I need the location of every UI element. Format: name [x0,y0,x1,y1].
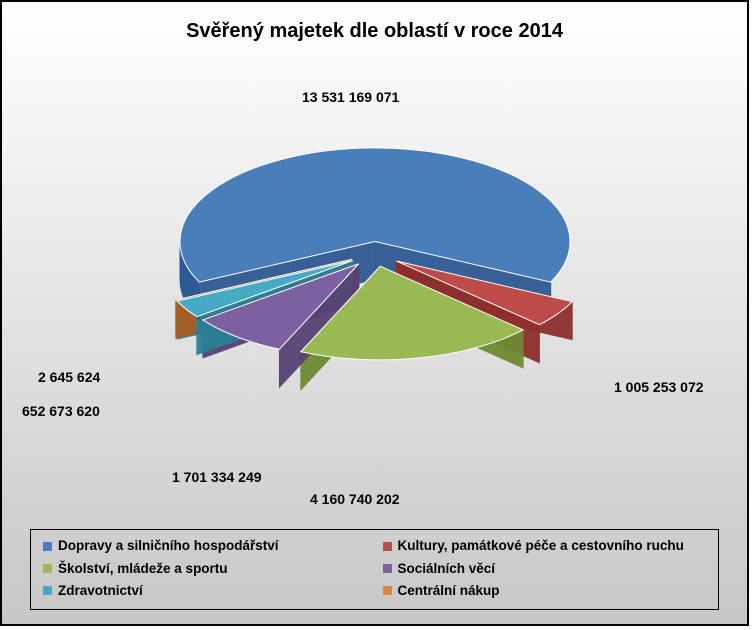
slice-value-label: 4 160 740 202 [310,491,400,507]
legend-swatch [383,564,392,573]
legend-label: Centrální nákup [398,583,500,599]
chart-container: Svěřený majetek dle oblastí v roce 2014 … [0,0,749,626]
legend-item: Dopravy a silničního hospodářství [43,538,367,554]
slice-value-label: 13 531 169 071 [302,89,399,105]
legend-label: Sociálních věcí [398,561,496,577]
legend-item: Školství, mládeže a sportu [43,561,367,577]
legend-swatch [43,564,52,573]
pie-3d-svg [95,59,655,499]
legend-swatch [43,586,52,595]
legend-label: Dopravy a silničního hospodářství [58,538,279,554]
slice-value-label: 1 005 253 072 [614,379,704,395]
legend-swatch [383,586,392,595]
chart-title: Svěřený majetek dle oblastí v roce 2014 [2,2,747,49]
pie-area: 13 531 169 071 1 005 253 072 4 160 740 202… [2,49,747,529]
legend-label: Školství, mládeže a sportu [58,561,228,577]
legend-item: Sociálních věcí [383,561,707,577]
legend-label: Kultury, památkové péče a cestovního ruc… [398,538,684,554]
slice-value-label: 1 701 334 249 [172,469,262,485]
legend-item: Kultury, památkové péče a cestovního ruc… [383,538,707,554]
legend: Dopravy a silničního hospodářství Kultury… [30,529,719,610]
legend-item: Zdravotnictví [43,583,367,599]
legend-swatch [383,542,392,551]
slice-value-label: 652 673 620 [22,403,100,419]
slice-value-label: 2 645 624 [38,369,100,385]
legend-swatch [43,542,52,551]
legend-item: Centrální nákup [383,583,707,599]
legend-label: Zdravotnictví [58,583,143,599]
